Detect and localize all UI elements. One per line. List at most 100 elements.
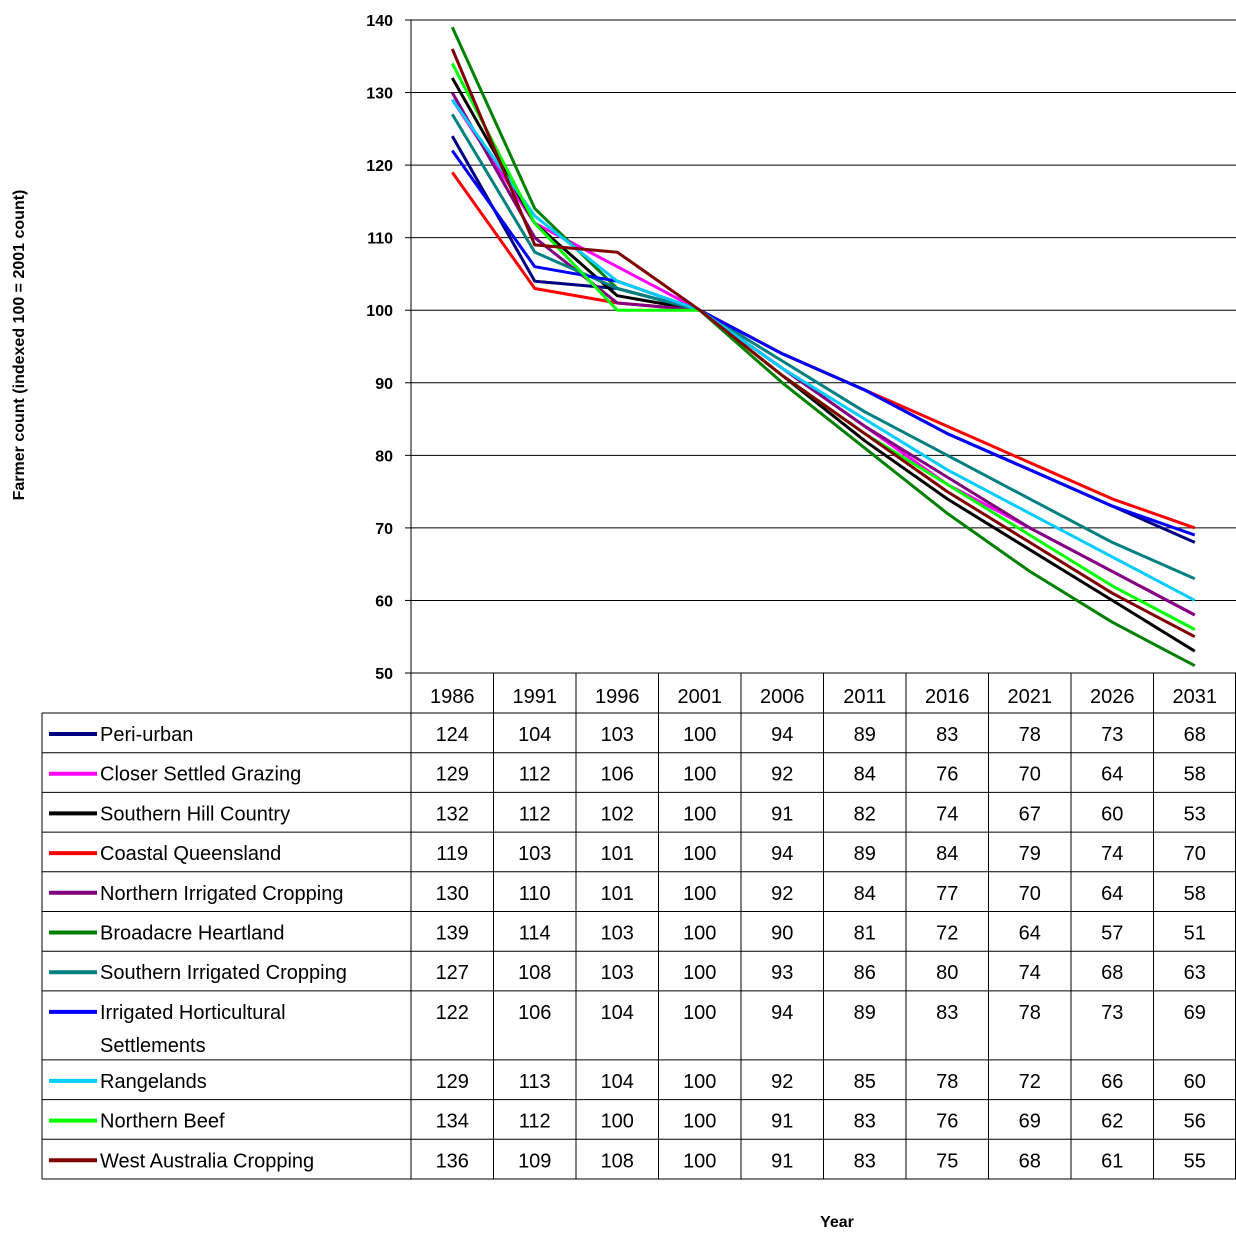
legend-label: Settlements — [100, 1035, 206, 1057]
table-value: 85 — [854, 1071, 876, 1093]
legend-label: Southern Irrigated Cropping — [100, 962, 347, 984]
table-value: 106 — [518, 1002, 551, 1024]
table-value: 103 — [601, 962, 634, 984]
table-value: 122 — [436, 1002, 469, 1024]
table-value: 80 — [936, 962, 958, 984]
x-tick-label: 1986 — [430, 686, 475, 708]
table-value: 103 — [601, 724, 634, 746]
table-value: 100 — [683, 923, 716, 945]
table-value: 136 — [436, 1150, 469, 1172]
series-line — [451, 113, 1196, 581]
table-value: 76 — [936, 764, 958, 786]
table-value: 55 — [1184, 1150, 1206, 1172]
table-value: 86 — [854, 962, 876, 984]
series-line — [450, 91, 1196, 617]
table-value: 74 — [1101, 843, 1123, 865]
legend-label: Broadacre Heartland — [100, 923, 285, 945]
table-value: 63 — [1184, 962, 1206, 984]
table-value: 83 — [936, 724, 958, 746]
table-value: 83 — [854, 1111, 876, 1133]
table-value: 69 — [1019, 1111, 1041, 1133]
table-value: 76 — [936, 1111, 958, 1133]
table-value: 109 — [518, 1150, 551, 1172]
table-value: 84 — [936, 843, 958, 865]
table-value: 100 — [683, 962, 716, 984]
table-value: 89 — [854, 724, 876, 746]
series-line — [450, 62, 1196, 631]
table-value: 104 — [518, 724, 551, 746]
table-value: 100 — [683, 1002, 716, 1024]
table-value: 72 — [1019, 1071, 1041, 1093]
table-value: 101 — [601, 883, 634, 905]
x-tick-label: 2001 — [678, 686, 723, 708]
table-value: 58 — [1184, 883, 1206, 905]
y-tick-label: 50 — [375, 666, 393, 683]
table-value: 70 — [1019, 883, 1041, 905]
table-value: 70 — [1184, 843, 1206, 865]
table-value: 139 — [436, 923, 469, 945]
legend-label: Coastal Queensland — [100, 843, 281, 865]
table-value: 92 — [771, 1071, 793, 1093]
table-value: 100 — [683, 803, 716, 825]
table-value: 127 — [436, 962, 469, 984]
table-value: 100 — [683, 1071, 716, 1093]
y-tick-label: 70 — [375, 521, 393, 538]
table-value: 68 — [1184, 724, 1206, 746]
table-value: 82 — [854, 803, 876, 825]
table-value: 102 — [601, 803, 634, 825]
table-value: 83 — [936, 1002, 958, 1024]
table-value: 75 — [936, 1150, 958, 1172]
table-value: 130 — [436, 883, 469, 905]
y-tick-label: 140 — [366, 13, 393, 30]
table-value: 124 — [436, 724, 469, 746]
table-value: 100 — [683, 724, 716, 746]
table-value: 61 — [1101, 1150, 1123, 1172]
table-value: 57 — [1101, 923, 1123, 945]
table-value: 68 — [1019, 1150, 1041, 1172]
table-value: 84 — [854, 883, 876, 905]
series-line — [451, 98, 1196, 602]
series-line — [450, 135, 1196, 544]
table-value: 92 — [771, 883, 793, 905]
table-value: 79 — [1019, 843, 1041, 865]
table-value: 108 — [601, 1150, 634, 1172]
table-value: 119 — [436, 843, 468, 865]
table-value: 129 — [436, 1071, 469, 1093]
table-value: 74 — [1019, 962, 1041, 984]
table-value: 77 — [936, 883, 958, 905]
legend-label: Southern Hill Country — [100, 803, 290, 825]
table-value: 112 — [519, 803, 551, 825]
table-value: 69 — [1184, 1002, 1206, 1024]
table-value: 81 — [854, 923, 876, 945]
table-value: 100 — [601, 1111, 634, 1133]
table-value: 72 — [936, 923, 958, 945]
table-value: 100 — [683, 883, 716, 905]
legend-label: Irrigated Horticultural — [100, 1002, 286, 1024]
series-line — [450, 26, 1196, 668]
table-value: 104 — [601, 1002, 634, 1024]
x-tick-label: 2026 — [1090, 686, 1135, 708]
table-value: 104 — [601, 1071, 634, 1093]
table-value: 132 — [436, 803, 469, 825]
table-value: 93 — [771, 962, 793, 984]
table-value: 100 — [683, 764, 716, 786]
table-value: 89 — [854, 843, 876, 865]
table-value: 60 — [1101, 803, 1123, 825]
table-value: 53 — [1184, 803, 1206, 825]
y-axis-title: Farmer count (indexed 100 = 2001 count) — [11, 190, 28, 501]
table-value: 51 — [1184, 923, 1206, 945]
table-value: 90 — [771, 923, 793, 945]
table-value: 67 — [1019, 803, 1041, 825]
table-value: 112 — [519, 1111, 551, 1133]
table-value: 100 — [683, 1150, 716, 1172]
table-value: 110 — [519, 883, 551, 905]
table-value: 56 — [1184, 1111, 1206, 1133]
x-tick-label: 2016 — [925, 686, 970, 708]
legend-label: Northern Irrigated Cropping — [100, 883, 343, 905]
table-value: 134 — [436, 1111, 469, 1133]
table-value: 64 — [1101, 883, 1123, 905]
table-value: 58 — [1184, 764, 1206, 786]
table-value: 94 — [771, 843, 793, 865]
x-tick-label: 2011 — [843, 686, 886, 708]
